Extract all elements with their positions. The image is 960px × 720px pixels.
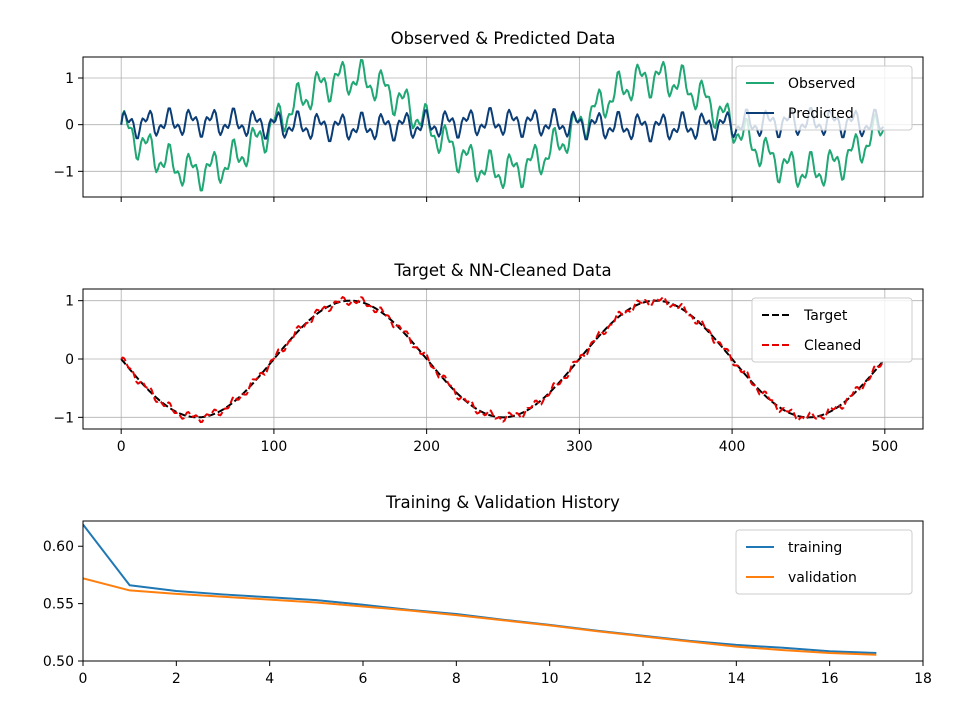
y-tick-label: 1: [65, 71, 74, 87]
legend-box: [735, 65, 913, 131]
x-tick-label: 400: [719, 439, 746, 455]
legend: Target Cleaned: [751, 297, 913, 363]
x-tick-label: 500: [871, 439, 898, 455]
y-tick-label: 0.55: [43, 597, 74, 613]
legend-box: [735, 529, 913, 595]
chart-title: Observed & Predicted Data: [391, 29, 616, 48]
chart-panel-training-history: 0 2 4 6 8 10 12 14 16 18 0.50 0.55 0.60 Training & Va…: [43, 493, 932, 687]
legend-box: [751, 297, 913, 363]
chart-title: Training & Validation History: [385, 493, 620, 512]
x-tick-label: 0: [79, 671, 88, 687]
x-tick-label: 100: [261, 439, 288, 455]
x-tick-label: 4: [265, 671, 274, 687]
chart-panel-observed-predicted: −1 0 1 Observed & Predicted Data Observed Pre…: [53, 29, 924, 202]
chart-title: Target & NN-Cleaned Data: [393, 261, 611, 280]
legend-label-cleaned: Cleaned: [804, 338, 861, 354]
x-tick-label: 2: [172, 671, 181, 687]
y-tick-label: 1: [65, 294, 74, 310]
x-tick-label: 200: [413, 439, 440, 455]
axes-frame: [82, 56, 924, 198]
x-tick-label: 0: [117, 439, 126, 455]
legend: Observed Predicted: [735, 65, 913, 131]
x-tick-label: 16: [821, 671, 839, 687]
series-line-observed: [120, 58, 885, 192]
y-tick-label: 0: [65, 118, 74, 134]
x-tick-label: 12: [634, 671, 652, 687]
axes-frame: [82, 520, 924, 662]
x-tick-label: 300: [566, 439, 593, 455]
x-tick-label: 18: [914, 671, 932, 687]
y-tick-label: 0.50: [43, 654, 74, 670]
y-tick-label: 0: [65, 352, 74, 368]
legend: training validation: [735, 529, 913, 595]
legend-label-predicted: Predicted: [788, 106, 854, 122]
legend-label-training: training: [788, 540, 842, 556]
y-tick-label: −1: [53, 410, 74, 426]
y-tick-label: −1: [53, 164, 74, 180]
x-tick-label: 10: [541, 671, 559, 687]
x-tick-label: 6: [359, 671, 368, 687]
legend-label-validation: validation: [788, 570, 857, 586]
legend-label-observed: Observed: [788, 76, 855, 92]
x-tick-label: 14: [727, 671, 745, 687]
x-tick-label: 8: [452, 671, 461, 687]
y-tick-label: 0.60: [43, 539, 74, 555]
chart-panel-target-cleaned: 0 100 200 300 400 500 −1 0 1 Target & NN-Cleaned …: [53, 261, 924, 455]
legend-label-target: Target: [803, 308, 848, 324]
series-line-validation: [83, 577, 877, 656]
series-line-target: [120, 299, 885, 419]
